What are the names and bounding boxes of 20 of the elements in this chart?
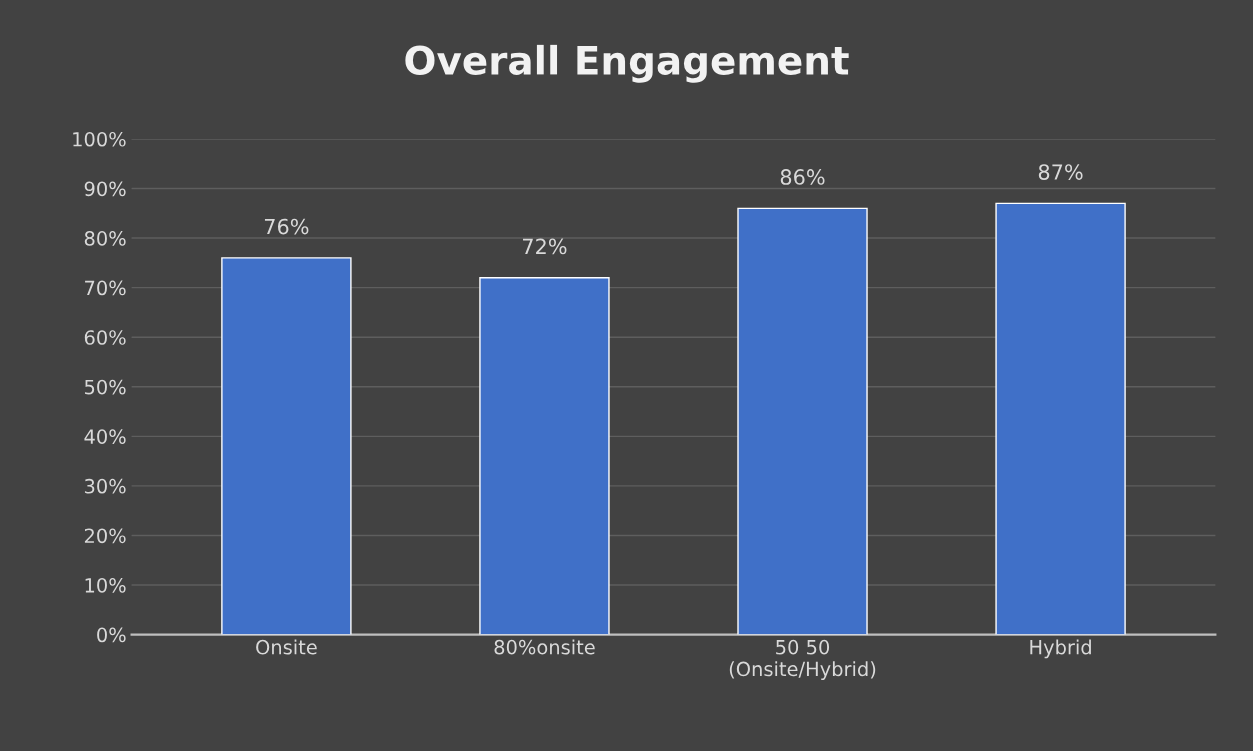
y-tick-label: 10% — [85, 577, 126, 593]
y-tick-label: 40% — [84, 429, 126, 444]
chart-title: Overall Engagement — [405, 44, 849, 83]
y-tick-label: 90% — [84, 181, 126, 197]
x-tick-label: 50 50 (Onsite/Hybrid) — [729, 639, 876, 681]
y-tick-label: 80% — [84, 231, 126, 246]
y-tick-label: 100% — [73, 131, 126, 147]
data-label: 87% — [1038, 164, 1083, 180]
data-label: 86% — [780, 169, 825, 185]
y-tick-label: 50% — [84, 379, 126, 395]
x-tick-label: Onsite — [256, 639, 317, 655]
y-tick-label: 70% — [85, 280, 126, 296]
y-tick-label: 60% — [84, 330, 126, 345]
x-tick-label: 80%onsite — [494, 639, 595, 655]
data-label: 72% — [523, 238, 567, 255]
y-tick-label: 0% — [97, 627, 126, 643]
y-tick-label: 20% — [84, 528, 126, 544]
x-tick-label: Hybrid — [1030, 639, 1091, 659]
data-label: 76% — [264, 218, 309, 235]
y-tick-label: 30% — [84, 478, 126, 494]
